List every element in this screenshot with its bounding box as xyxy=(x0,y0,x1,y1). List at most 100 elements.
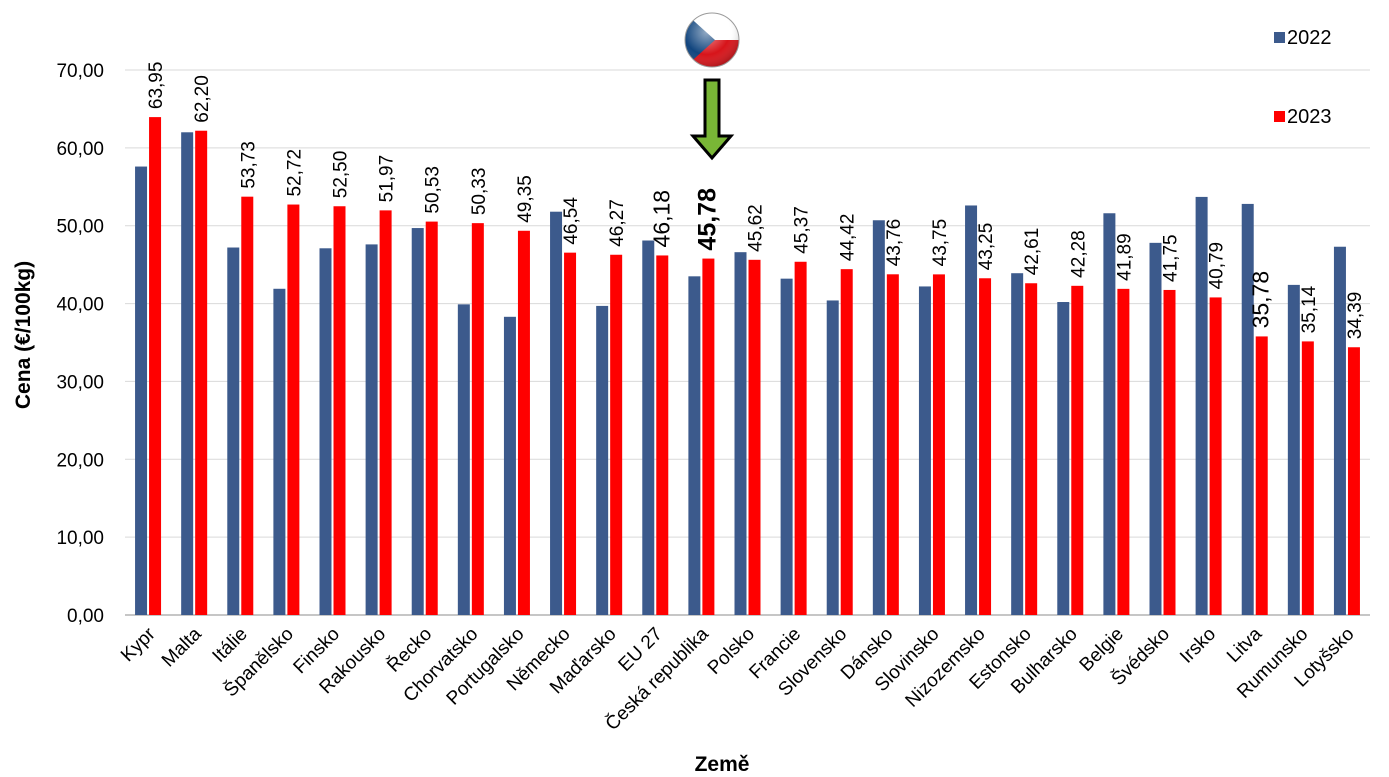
bar-2022 xyxy=(688,276,701,615)
data-label-2023: 41,75 xyxy=(1161,234,1182,282)
bar-2023 xyxy=(425,221,438,615)
bar-2022 xyxy=(1149,242,1162,616)
data-label-2023: 52,50 xyxy=(331,151,352,199)
data-label-2023: 46,54 xyxy=(561,197,582,245)
data-label-2023: 51,97 xyxy=(377,155,398,203)
bar-2022 xyxy=(1241,203,1254,615)
x-category-label: Irsko xyxy=(1176,624,1220,668)
legend-label: 2023 xyxy=(1287,106,1332,128)
bar-2023 xyxy=(656,255,669,615)
bar-2022 xyxy=(965,205,978,615)
bar-2022 xyxy=(135,166,148,616)
data-label-2023: 41,89 xyxy=(1114,233,1135,281)
bar-2023 xyxy=(840,269,853,615)
legend-swatch xyxy=(1274,32,1285,43)
legend: 2022 2023 xyxy=(1274,27,1332,128)
data-label-2023: 52,72 xyxy=(284,149,305,197)
bar-2022 xyxy=(1287,284,1300,615)
y-tick-label: 70,00 xyxy=(56,61,104,82)
y-tick-label: 20,00 xyxy=(56,450,104,471)
data-label-2023: 44,42 xyxy=(838,214,859,262)
bar-2022 xyxy=(411,228,424,616)
data-label-2023: 42,61 xyxy=(1022,228,1043,276)
bar-2022 xyxy=(780,278,793,615)
bar-2022 xyxy=(734,252,747,615)
y-tick-label: 0,00 xyxy=(67,606,104,627)
bar-2023 xyxy=(979,278,992,615)
bar-2022 xyxy=(550,211,563,615)
bar-2023 xyxy=(517,230,530,615)
bar-2023 xyxy=(287,204,300,615)
y-axis-title: Cena (€/100kg) xyxy=(12,261,35,409)
bar-2022 xyxy=(457,304,470,615)
data-label-2023: 45,37 xyxy=(792,206,813,254)
data-label-2023: 45,78 xyxy=(693,188,721,251)
bar-2022 xyxy=(319,248,332,616)
bar-2023 xyxy=(333,206,346,615)
bar-2023 xyxy=(1163,289,1176,615)
bar-2022 xyxy=(872,220,885,615)
data-label-2023: 62,20 xyxy=(192,75,213,123)
y-tick-label: 30,00 xyxy=(56,372,104,393)
bar-2023 xyxy=(932,274,945,615)
bar-2023 xyxy=(1347,347,1360,615)
bar-2023 xyxy=(748,259,761,615)
bar-2023 xyxy=(1301,341,1314,615)
data-label-2023: 50,53 xyxy=(423,166,444,214)
data-label-2023: 46,27 xyxy=(607,199,628,247)
bar-2022 xyxy=(1195,196,1208,615)
data-label-2023: 42,28 xyxy=(1068,230,1089,278)
bar-2022 xyxy=(596,305,609,615)
green-down-arrow-icon xyxy=(689,78,735,161)
data-label-2023: 46,18 xyxy=(648,190,674,248)
data-label-2023: 63,95 xyxy=(146,62,167,110)
data-label-2023: 45,62 xyxy=(746,204,767,252)
data-label-2023: 43,25 xyxy=(976,223,997,271)
x-category-label: Kypr xyxy=(117,623,160,666)
bar-2022 xyxy=(1011,273,1024,615)
data-label-2023: 50,33 xyxy=(469,168,490,216)
bar-2022 xyxy=(1103,213,1116,615)
bar-2023 xyxy=(1255,336,1268,615)
bar-2022 xyxy=(918,286,931,615)
bar-2022 xyxy=(642,240,655,615)
bar-2022 xyxy=(181,132,194,616)
bar-2023 xyxy=(564,252,577,615)
bar-2023 xyxy=(379,210,392,615)
data-label-2023: 43,75 xyxy=(930,219,951,267)
x-axis-title: Země xyxy=(695,753,750,776)
y-tick-label: 40,00 xyxy=(56,295,104,316)
bar-2022 xyxy=(273,288,286,615)
bar-2023 xyxy=(1025,283,1038,615)
bar-2022 xyxy=(1057,302,1070,615)
data-label-2023: 34,39 xyxy=(1345,292,1366,340)
data-label-2023: 35,14 xyxy=(1299,285,1320,333)
bar-2023 xyxy=(1117,288,1130,615)
bar-2022 xyxy=(1333,246,1346,615)
bar-2022 xyxy=(365,244,378,615)
gridlines xyxy=(125,69,1370,616)
bar-2022 xyxy=(503,316,516,615)
data-label-2023: 40,79 xyxy=(1207,242,1228,290)
bar-2022 xyxy=(227,247,240,615)
bar-2023 xyxy=(1209,297,1222,615)
bar-2023 xyxy=(702,258,715,615)
x-category-label: Malta xyxy=(158,623,206,671)
data-label-2023: 43,76 xyxy=(884,219,905,267)
y-axis-ticks: 0,00 10,00 20,00 30,00 40,00 50,00 60,00 70,00 xyxy=(56,61,104,627)
czech-flag-icon xyxy=(684,12,740,68)
data-labels: 63,95 62,20 53,73 52,72 52,50 51,97 50,53 50,33… xyxy=(146,62,1366,340)
bar-2023 xyxy=(794,261,807,615)
bar-2022 xyxy=(826,300,839,615)
legend-label: 2022 xyxy=(1287,27,1332,49)
bar-2023 xyxy=(471,223,484,615)
y-tick-label: 50,00 xyxy=(56,217,104,238)
bar-2023 xyxy=(241,196,254,615)
bar-2023 xyxy=(149,117,162,615)
data-label-2023: 49,35 xyxy=(515,175,536,223)
y-tick-label: 60,00 xyxy=(56,139,104,160)
bar-2023 xyxy=(610,254,623,615)
data-label-2023: 35,78 xyxy=(1248,271,1274,329)
